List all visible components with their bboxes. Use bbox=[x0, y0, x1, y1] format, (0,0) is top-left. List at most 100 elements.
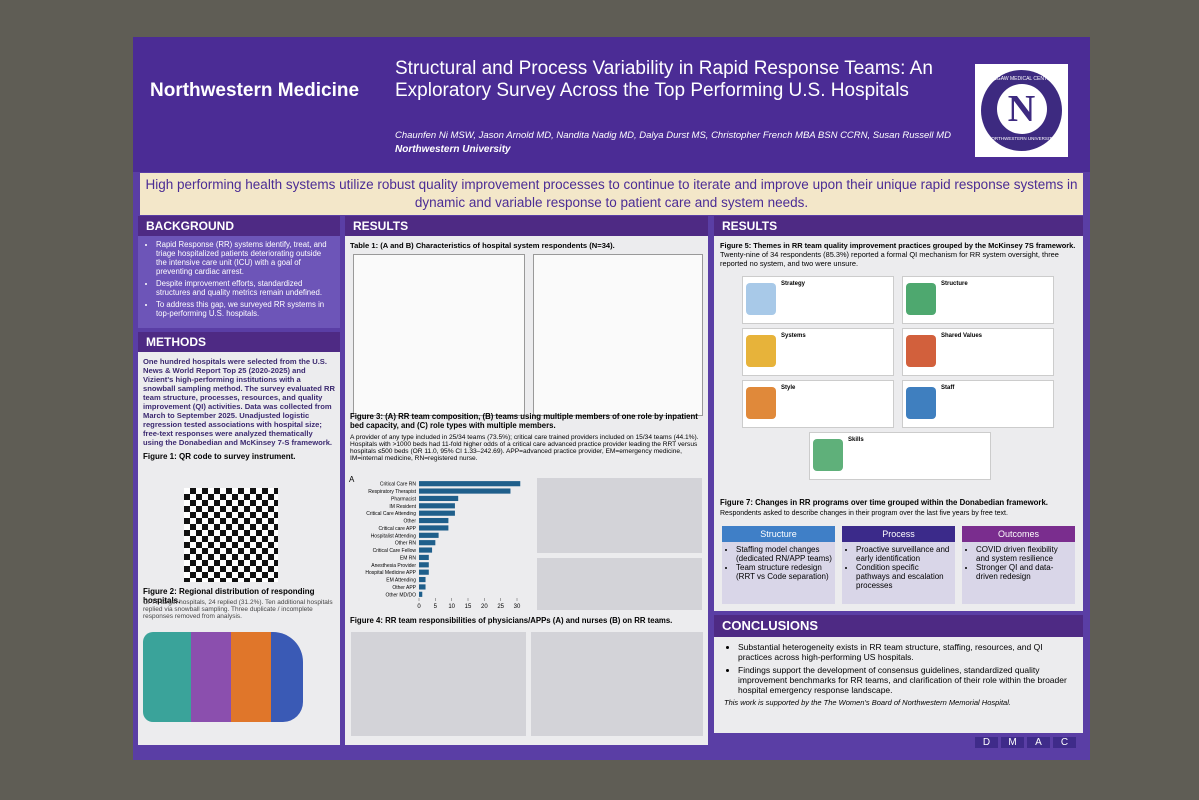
support-note: This work is supported by the The Women'… bbox=[724, 698, 1011, 707]
x-tick-label: 10 bbox=[448, 604, 455, 610]
theme-icon bbox=[906, 283, 936, 315]
chart-label: A bbox=[349, 475, 355, 484]
figure3b bbox=[537, 478, 702, 553]
bar bbox=[419, 591, 423, 597]
footer-letter: C bbox=[1053, 737, 1076, 748]
bar bbox=[419, 547, 433, 553]
figure-text: Respondents asked to describe changes in… bbox=[720, 510, 1008, 517]
bar bbox=[419, 517, 449, 524]
figure-note: Of 77 target hospitals, 24 replied (31.2… bbox=[143, 599, 333, 620]
category-label: Critical Care RN bbox=[380, 482, 417, 488]
bar bbox=[419, 576, 426, 583]
figure-text: A provider of any type included in 25/34… bbox=[350, 434, 699, 462]
figure-caption: Figure 7: Changes in RR programs over ti… bbox=[720, 498, 1048, 507]
background-list: Rapid Response (RR) systems identify, tr… bbox=[138, 236, 340, 318]
bar bbox=[419, 584, 426, 590]
bullet: To address this gap, we surveyed RR syst… bbox=[156, 300, 334, 318]
theme-title: Style bbox=[781, 385, 796, 391]
figure4b bbox=[531, 632, 703, 736]
section-heading: CONCLUSIONS bbox=[714, 615, 1083, 637]
footer-letter: A bbox=[1027, 737, 1050, 748]
category-label: Critical Care Fellow bbox=[373, 548, 417, 554]
column-item: Staffing model changes (dedicated RN/APP… bbox=[736, 545, 832, 563]
theme-title: Shared Values bbox=[941, 333, 983, 339]
theme-icon bbox=[906, 387, 936, 419]
category-label: Hospital Medicine APP bbox=[365, 570, 416, 576]
column-list: Proactive surveillance and early identif… bbox=[842, 542, 955, 590]
table-b bbox=[533, 254, 703, 416]
column-title: Process bbox=[842, 526, 955, 542]
footer-letter: D bbox=[975, 737, 998, 748]
figure4a bbox=[351, 632, 526, 736]
bar bbox=[419, 569, 429, 575]
category-label: Anesthesia Provider bbox=[371, 563, 416, 569]
theme-icon bbox=[746, 387, 776, 419]
theme-title: Skills bbox=[848, 437, 864, 443]
bar bbox=[419, 510, 455, 516]
category-label: Pharmacist bbox=[391, 496, 417, 502]
category-label: Other MD/DO bbox=[385, 592, 416, 598]
theme-title: Staff bbox=[941, 385, 955, 391]
bullet: Findings support the development of cons… bbox=[738, 665, 1075, 695]
section-heading: RESULTS bbox=[714, 216, 1083, 236]
section-heading: METHODS bbox=[138, 332, 340, 352]
column-list: Staffing model changes (dedicated RN/APP… bbox=[722, 542, 835, 581]
seal: MCGAW MEDICAL CENTER N NORTHWESTERN UNIV… bbox=[975, 64, 1068, 157]
x-tick-label: 25 bbox=[497, 604, 504, 610]
theme-card: Strategy bbox=[742, 276, 894, 324]
column-item: Proactive surveillance and early identif… bbox=[856, 545, 952, 563]
x-tick-label: 20 bbox=[481, 604, 488, 610]
bar bbox=[419, 562, 429, 568]
column-item: Stronger QI and data-driven redesign bbox=[976, 563, 1072, 581]
framework-column: Structure Staffing model changes (dedicat… bbox=[722, 526, 835, 604]
bar bbox=[419, 481, 521, 487]
us-map bbox=[143, 632, 303, 722]
table-caption: Table 1: (A and B) Characteristics of ho… bbox=[350, 241, 615, 250]
column-item: Team structure redesign (RRT vs Code sep… bbox=[736, 563, 832, 581]
seal-top: MCGAW MEDICAL CENTER bbox=[989, 76, 1054, 82]
seal-ring: MCGAW MEDICAL CENTER N NORTHWESTERN UNIV… bbox=[981, 70, 1062, 151]
category-label: Hospitalist Attending bbox=[371, 533, 417, 539]
figure-caption: Figure 5: Themes in RR team quality impr… bbox=[720, 241, 1076, 250]
conclusions-panel: CONCLUSIONS Substantial heterogeneity ex… bbox=[714, 615, 1083, 733]
theme-card: Structure bbox=[902, 276, 1054, 324]
results-right-panel: RESULTS Figure 5: Themes in RR team qual… bbox=[714, 216, 1083, 611]
section-heading: BACKGROUND bbox=[138, 216, 340, 236]
theme-card: Skills bbox=[809, 432, 991, 480]
figure-caption: Figure 3: (A) RR team composition, (B) t… bbox=[350, 412, 698, 430]
figure-caption: Figure 2: Regional distribution of respo… bbox=[143, 587, 315, 605]
qr-code bbox=[184, 488, 278, 582]
header bbox=[133, 37, 1090, 172]
category-label: Critical Care Attending bbox=[366, 511, 416, 517]
column-item: Condition specific pathways and escalati… bbox=[856, 563, 952, 590]
category-label: EM Attending bbox=[386, 578, 416, 584]
framework-column: Outcomes COVID driven flexibility and sys… bbox=[962, 526, 1075, 604]
section-heading: RESULTS bbox=[345, 216, 708, 236]
footer-logo: D M A C bbox=[975, 737, 1076, 748]
figure3c bbox=[537, 558, 702, 610]
authors: Chaunfen Ni MSW, Jason Arnold MD, Nandit… bbox=[395, 130, 951, 141]
title: Structural and Process Variability in Ra… bbox=[395, 58, 933, 101]
bullet: Substantial heterogeneity exists in RR t… bbox=[738, 642, 1075, 662]
seal-letter: N bbox=[996, 84, 1047, 134]
category-label: Other RN bbox=[395, 541, 417, 547]
figure-caption: Figure 4: RR team responsibilities of ph… bbox=[350, 616, 673, 625]
bar bbox=[419, 525, 449, 531]
column-item: COVID driven flexibility and system resi… bbox=[976, 545, 1072, 563]
framework-column: Process Proactive surveillance and early … bbox=[842, 526, 955, 604]
theme-card: Shared Values bbox=[902, 328, 1054, 376]
column-title: Structure bbox=[722, 526, 835, 542]
theme-card: Staff bbox=[902, 380, 1054, 428]
banner: High performing health systems utilize r… bbox=[140, 173, 1083, 215]
theme-card: Style bbox=[742, 380, 894, 428]
theme-title: Systems bbox=[781, 333, 806, 339]
category-label: IM Resident bbox=[389, 504, 416, 510]
bar bbox=[419, 532, 439, 538]
category-label: Other bbox=[403, 519, 416, 525]
bar bbox=[419, 540, 436, 546]
theme-icon bbox=[746, 283, 776, 315]
background-panel: BACKGROUND Rapid Response (RR) systems i… bbox=[138, 216, 340, 328]
figure-caption: Figure 1: QR code to survey instrument. bbox=[143, 452, 296, 461]
